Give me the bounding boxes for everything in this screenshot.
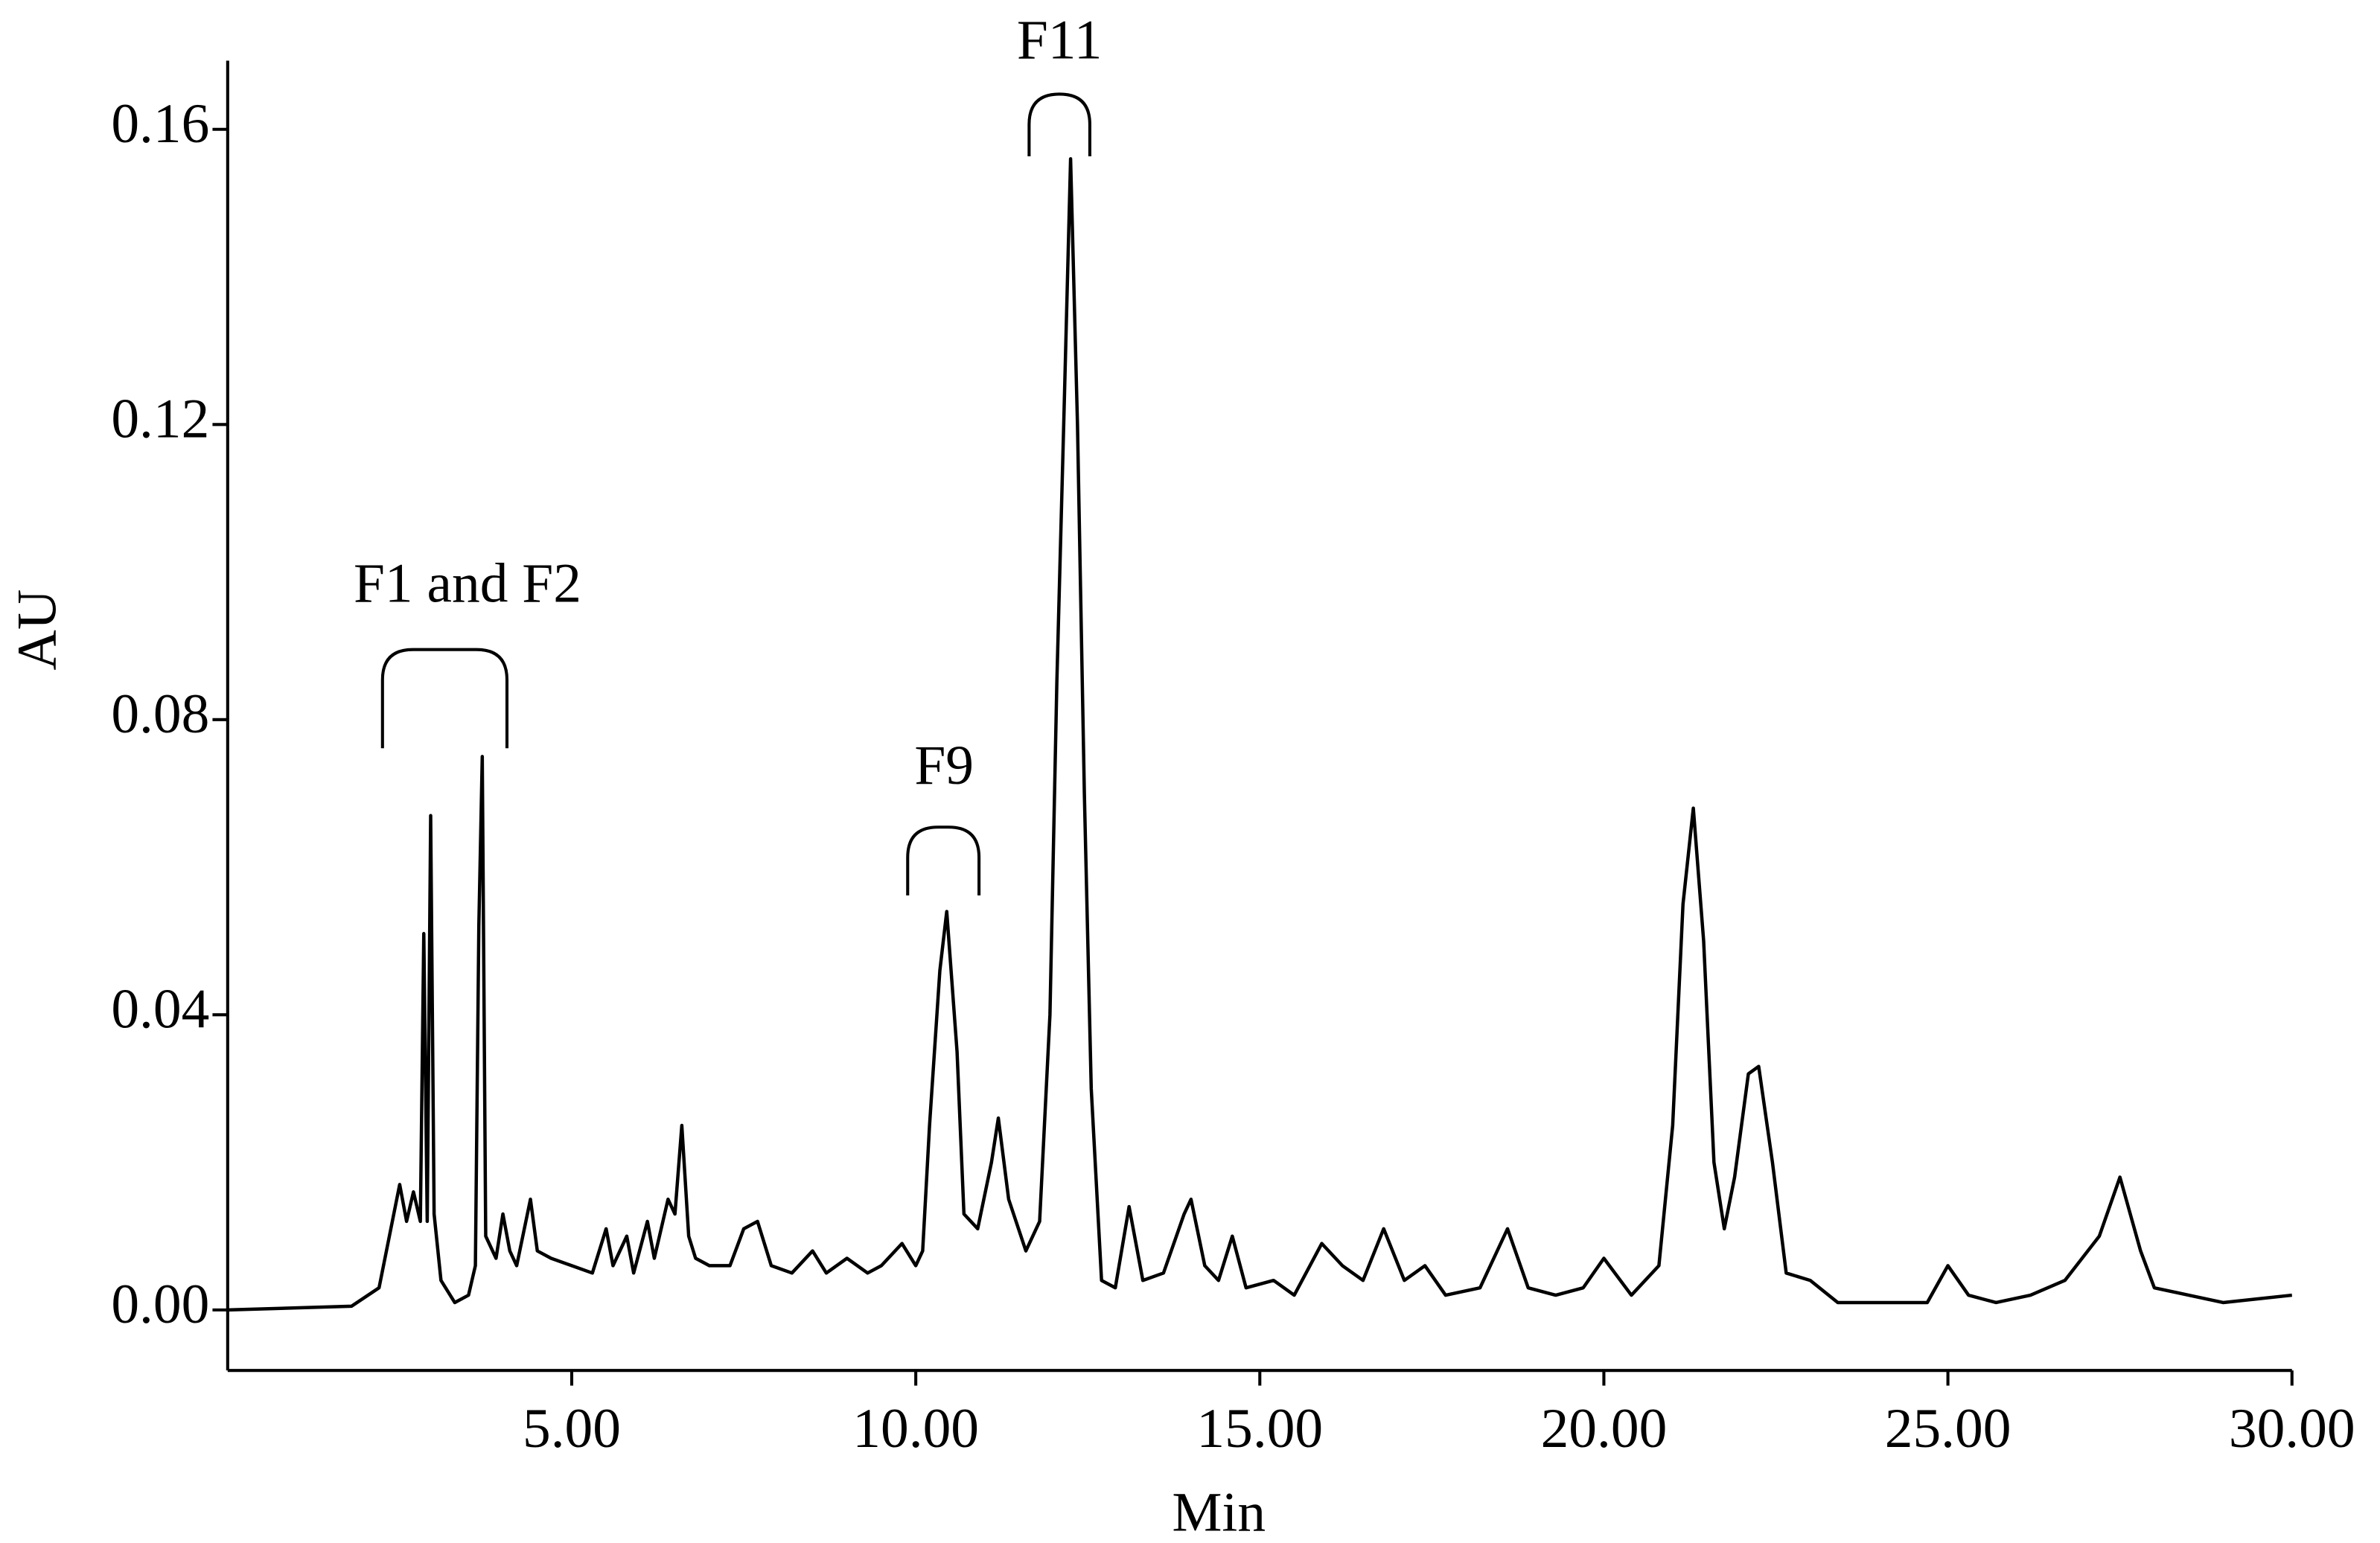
x-tick-label: 5.00 xyxy=(523,1398,621,1460)
annotation-bracket xyxy=(380,648,509,749)
x-tick-label: 15.00 xyxy=(1196,1398,1323,1460)
x-tick-label: 10.00 xyxy=(852,1398,979,1460)
x-tick-label: 30.00 xyxy=(2229,1398,2355,1460)
annotation: F11 xyxy=(1017,9,1103,71)
x-axis-label: Min xyxy=(1172,1481,1266,1543)
x-tick-label: 20.00 xyxy=(1541,1398,1668,1460)
y-tick-label: 0.16 xyxy=(111,93,209,155)
y-tick-label: 0.12 xyxy=(111,389,209,450)
annotation-bracket xyxy=(1027,92,1091,157)
y-tick-label: 0.00 xyxy=(111,1274,209,1335)
y-tick-label: 0.08 xyxy=(111,683,209,745)
y-axis-label: AU xyxy=(6,590,68,671)
annotation-bracket xyxy=(906,825,981,895)
annotation: F1 and F2 xyxy=(354,552,581,614)
y-tick-label: 0.04 xyxy=(111,979,209,1041)
line xyxy=(227,157,2292,1312)
x-tick-label: 25.00 xyxy=(1885,1398,2011,1460)
annotation: F9 xyxy=(914,735,974,796)
